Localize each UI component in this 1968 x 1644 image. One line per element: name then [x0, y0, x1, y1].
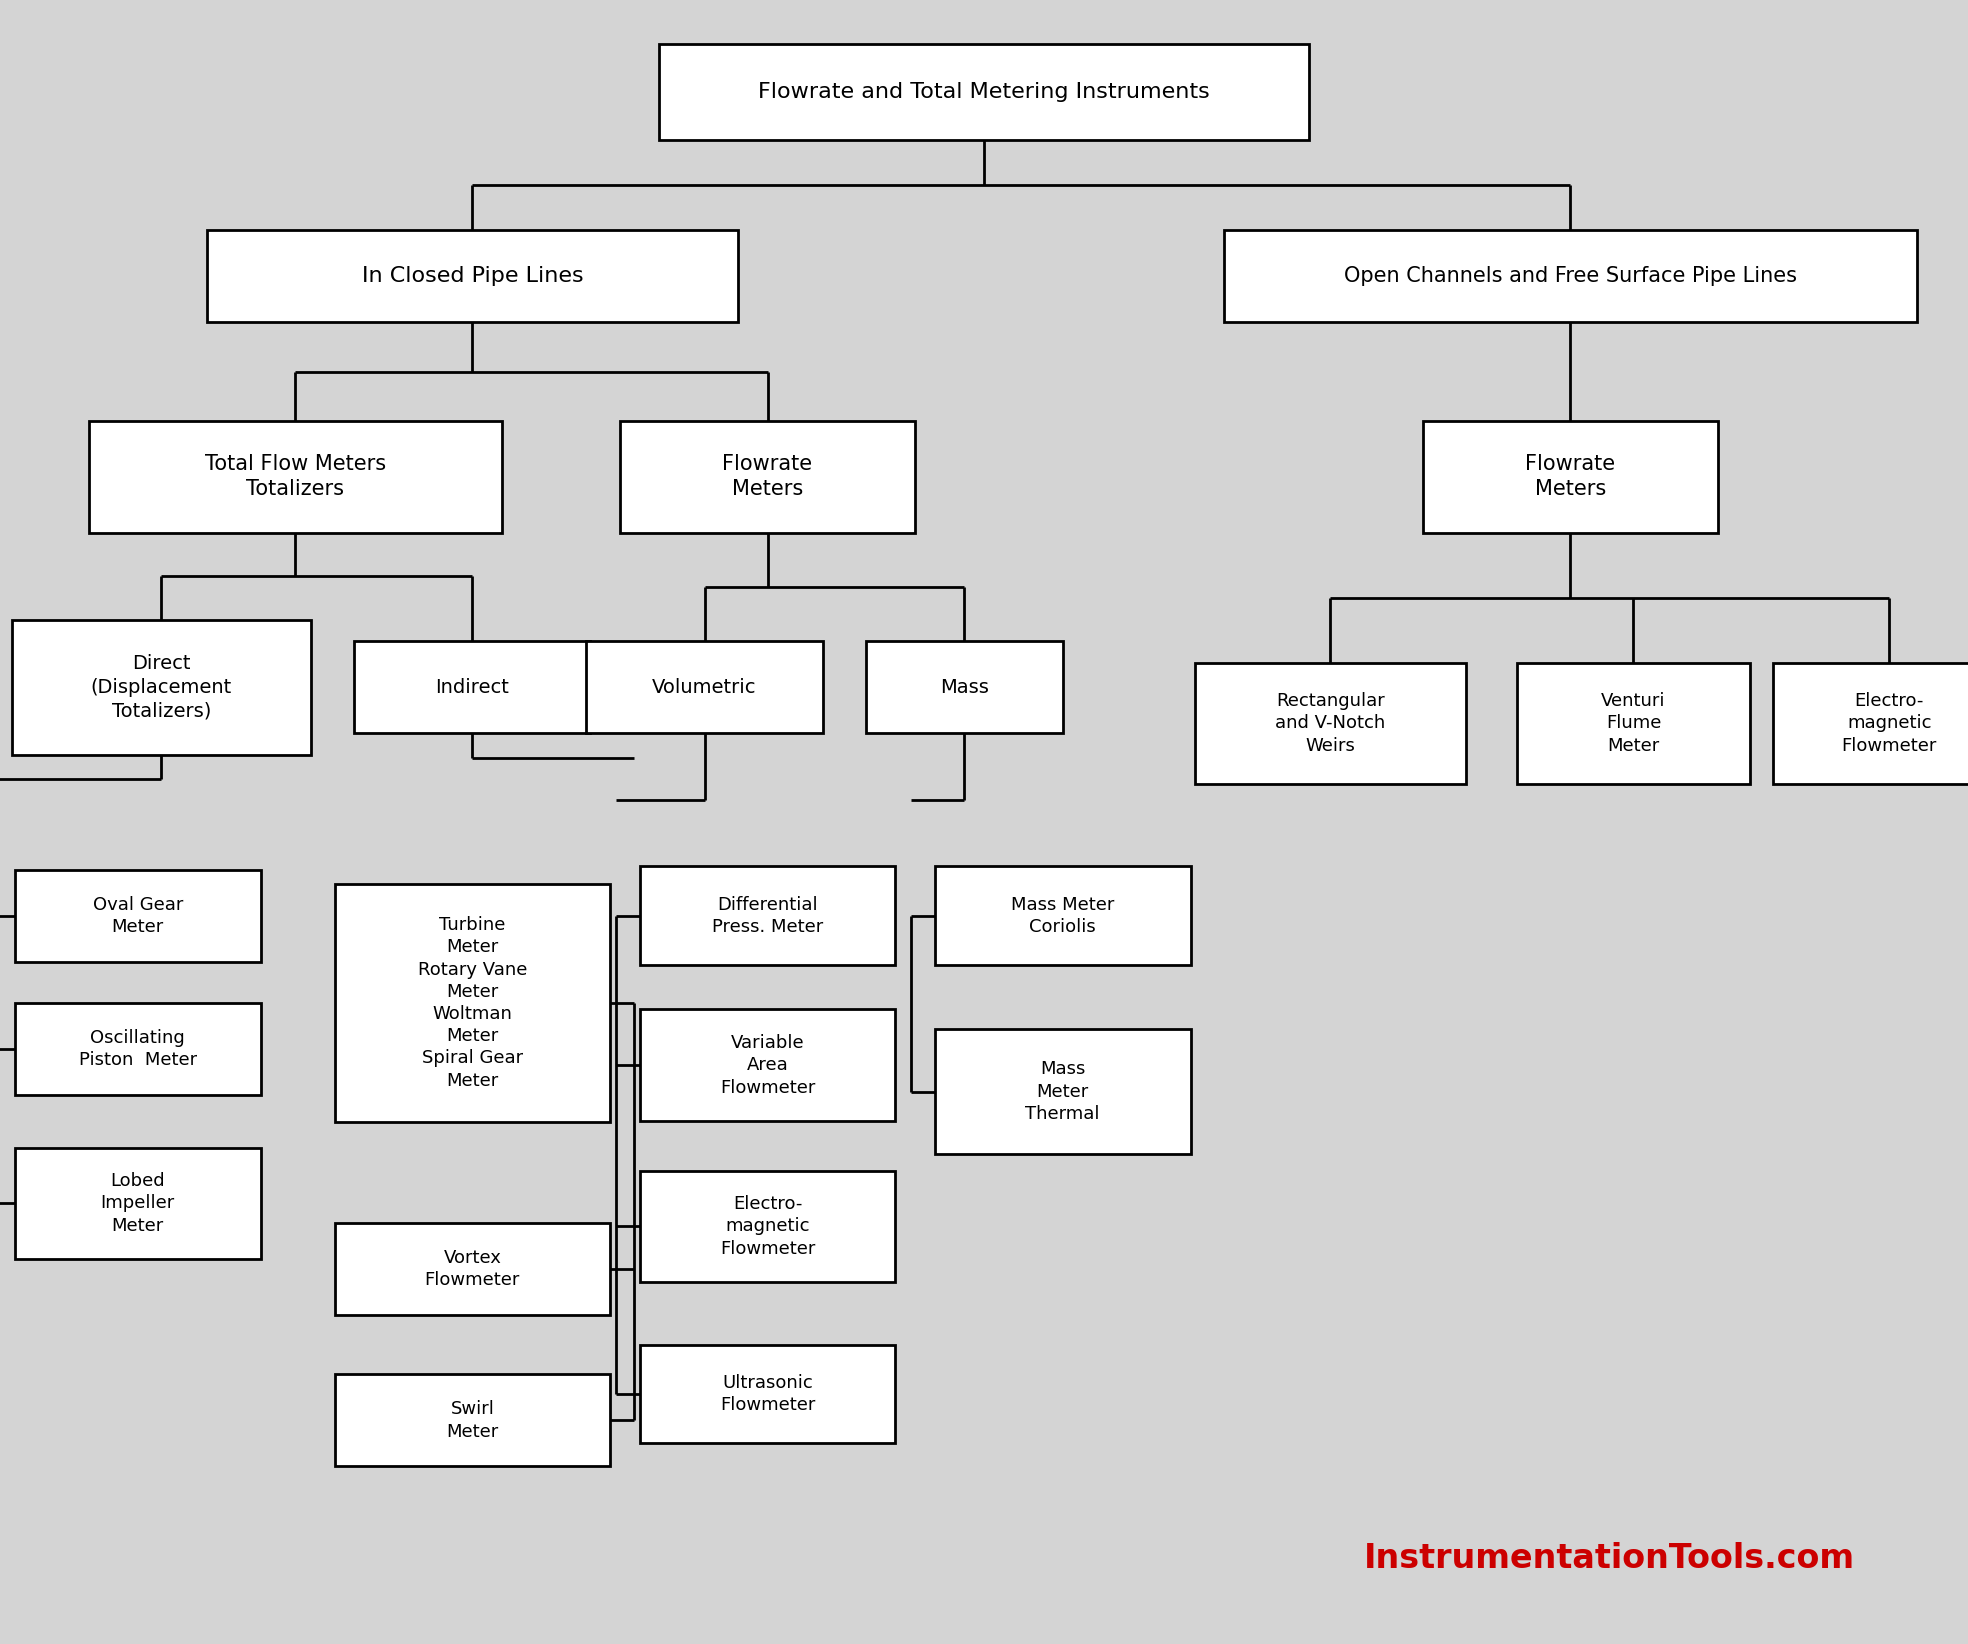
FancyBboxPatch shape [1224, 230, 1917, 322]
Text: Ultrasonic
Flowmeter: Ultrasonic Flowmeter [720, 1374, 815, 1414]
Text: Indirect: Indirect [435, 677, 510, 697]
Text: Mass Meter
Coriolis: Mass Meter Coriolis [1012, 896, 1114, 935]
Text: Flowrate and Total Metering Instruments: Flowrate and Total Metering Instruments [758, 82, 1210, 102]
FancyBboxPatch shape [1423, 421, 1718, 533]
FancyBboxPatch shape [640, 1345, 895, 1443]
Text: Oscillating
Piston  Meter: Oscillating Piston Meter [79, 1029, 197, 1069]
Text: Differential
Press. Meter: Differential Press. Meter [712, 896, 823, 935]
FancyBboxPatch shape [640, 866, 895, 965]
Text: Vortex
Flowmeter: Vortex Flowmeter [425, 1249, 520, 1289]
FancyBboxPatch shape [16, 1148, 260, 1259]
FancyBboxPatch shape [640, 1171, 895, 1282]
FancyBboxPatch shape [620, 421, 915, 533]
FancyBboxPatch shape [1517, 663, 1750, 784]
FancyBboxPatch shape [335, 1374, 610, 1466]
Text: Electro-
magnetic
Flowmeter: Electro- magnetic Flowmeter [1842, 692, 1937, 755]
Text: Variable
Area
Flowmeter: Variable Area Flowmeter [720, 1034, 815, 1097]
FancyBboxPatch shape [935, 1029, 1191, 1154]
FancyBboxPatch shape [586, 641, 823, 733]
FancyBboxPatch shape [335, 1223, 610, 1315]
FancyBboxPatch shape [89, 421, 502, 533]
FancyBboxPatch shape [354, 641, 590, 733]
Text: Lobed
Impeller
Meter: Lobed Impeller Meter [100, 1172, 175, 1235]
FancyBboxPatch shape [1195, 663, 1466, 784]
FancyBboxPatch shape [16, 1003, 260, 1095]
Text: InstrumentationTools.com: InstrumentationTools.com [1364, 1542, 1856, 1575]
FancyBboxPatch shape [659, 44, 1309, 140]
Text: Oval Gear
Meter: Oval Gear Meter [92, 896, 183, 935]
FancyBboxPatch shape [12, 620, 311, 755]
Text: Mass
Meter
Thermal: Mass Meter Thermal [1025, 1060, 1100, 1123]
Text: Mass: Mass [941, 677, 988, 697]
Text: In Closed Pipe Lines: In Closed Pipe Lines [362, 266, 583, 286]
Text: Total Flow Meters
Totalizers: Total Flow Meters Totalizers [205, 454, 386, 500]
FancyBboxPatch shape [207, 230, 738, 322]
Text: Swirl
Meter: Swirl Meter [447, 1401, 498, 1440]
FancyBboxPatch shape [866, 641, 1063, 733]
FancyBboxPatch shape [335, 884, 610, 1123]
Text: Flowrate
Meters: Flowrate Meters [722, 454, 813, 500]
Text: Rectangular
and V-Notch
Weirs: Rectangular and V-Notch Weirs [1275, 692, 1385, 755]
FancyBboxPatch shape [1773, 663, 1968, 784]
Text: Electro-
magnetic
Flowmeter: Electro- magnetic Flowmeter [720, 1195, 815, 1258]
Text: Direct
(Displacement
Totalizers): Direct (Displacement Totalizers) [91, 654, 232, 720]
Text: Turbine
Meter
Rotary Vane
Meter
Woltman
Meter
Spiral Gear
Meter: Turbine Meter Rotary Vane Meter Woltman … [417, 916, 527, 1090]
Text: Flowrate
Meters: Flowrate Meters [1525, 454, 1616, 500]
FancyBboxPatch shape [640, 1009, 895, 1121]
FancyBboxPatch shape [935, 866, 1191, 965]
Text: Open Channels and Free Surface Pipe Lines: Open Channels and Free Surface Pipe Line… [1344, 266, 1797, 286]
FancyBboxPatch shape [16, 870, 260, 962]
Text: Venturi
Flume
Meter: Venturi Flume Meter [1602, 692, 1665, 755]
Text: Volumetric: Volumetric [651, 677, 758, 697]
